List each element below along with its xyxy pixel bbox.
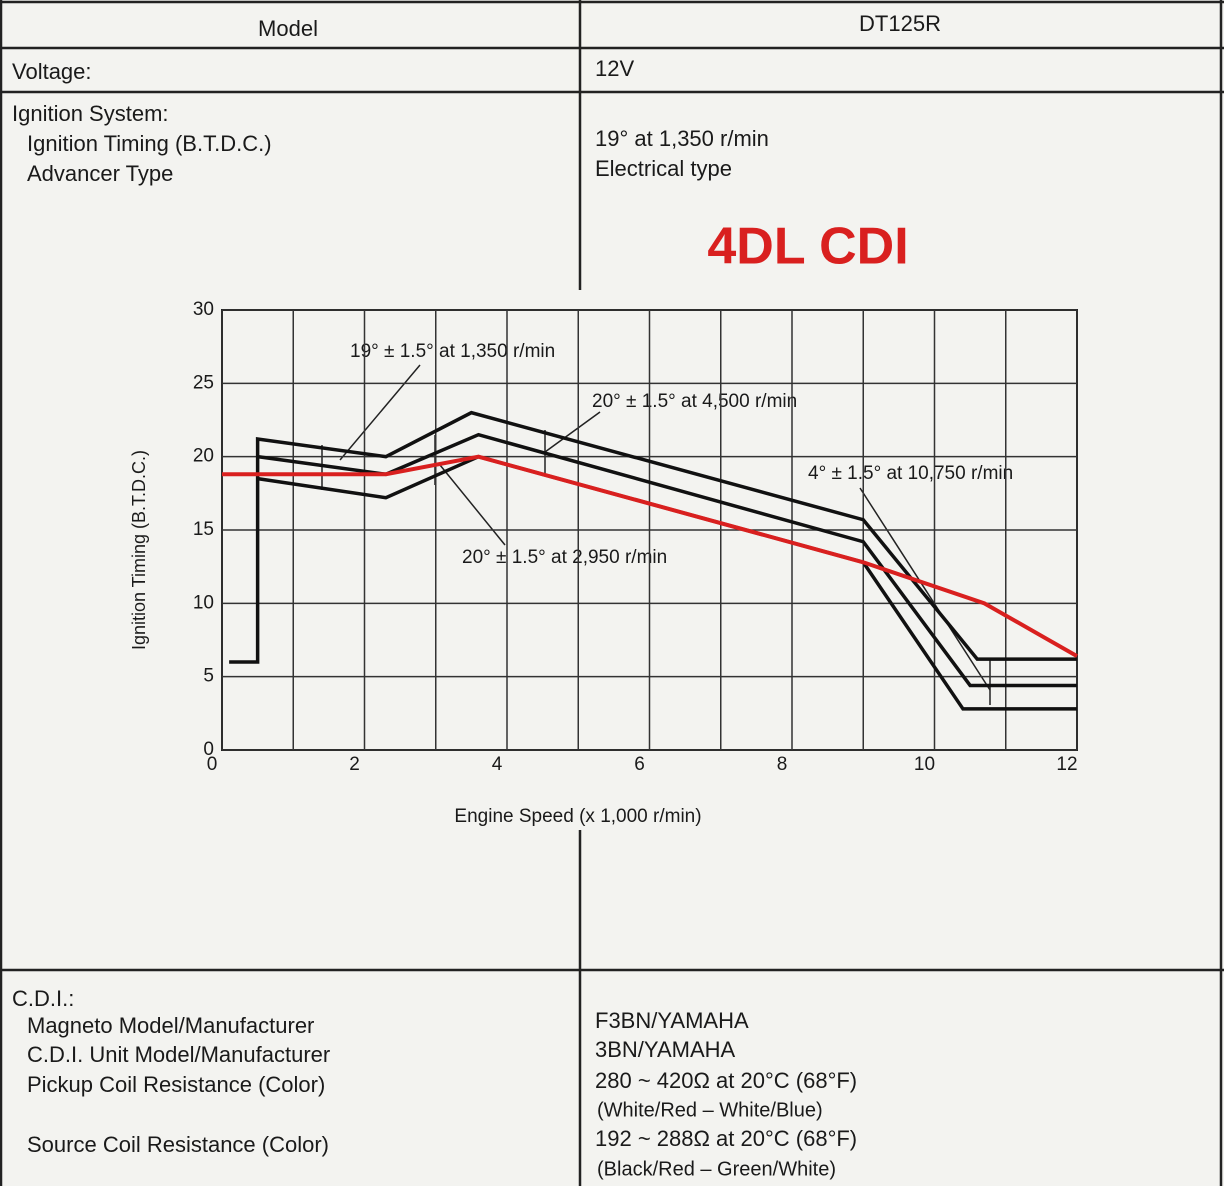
y-tick-label: 10 (193, 592, 214, 613)
series-line (257, 454, 1077, 711)
x-tick-label: 0 (207, 754, 218, 775)
x-axis-label: Engine Speed (x 1,000 r/min) (454, 806, 701, 827)
cell: 19° at 1,350 r/min (595, 126, 769, 151)
x-tick-label: 10 (914, 754, 935, 775)
leader (544, 411, 601, 453)
y-tick-label: 20 (193, 446, 214, 467)
cell: Electrical type (595, 156, 732, 181)
y-tick-label: 30 (193, 299, 214, 320)
x-tick-label: 6 (634, 754, 645, 775)
annotation: 20° ± 1.5° at 4,500 r/min (592, 391, 797, 412)
y-tick-label: 25 (193, 372, 214, 393)
series-line (229, 410, 1077, 664)
x-tick-label: 8 (777, 754, 788, 775)
cell: DT125R (859, 11, 941, 36)
cell: 280 ~ 420Ω at 20°C (68°F) (595, 1068, 857, 1093)
series-label: 4DL CDI (707, 218, 908, 276)
cell: Advancer Type (27, 161, 173, 186)
cell: 192 ~ 288Ω at 20°C (68°F) (595, 1126, 857, 1151)
leader (339, 364, 421, 461)
leader (439, 464, 506, 546)
cell: (Black/Red – Green/White) (597, 1158, 836, 1180)
y-tick-label: 15 (193, 519, 214, 540)
cell: F3BN/YAMAHA (595, 1008, 749, 1033)
cell: C.D.I. Unit Model/Manufacturer (27, 1042, 330, 1067)
x-tick-label: 4 (492, 754, 503, 775)
leader (859, 487, 991, 691)
cell: (White/Red – White/Blue) (597, 1099, 823, 1121)
annotation: 4° ± 1.5° at 10,750 r/min (808, 463, 1013, 484)
plot: 0 5 10 15 20 25 30 0 2 4 6 8 10 12 (193, 299, 1078, 775)
cell: 12V (595, 56, 634, 81)
annotation: 19° ± 1.5° at 1,350 r/min (350, 341, 555, 362)
cell: Source Coil Resistance (Color) (27, 1132, 329, 1157)
cell: Magneto Model/Manufacturer (27, 1013, 314, 1038)
y-tick-label: 5 (203, 666, 214, 687)
cell: Model (258, 16, 318, 41)
annotation: 20° ± 1.5° at 2,950 r/min (462, 547, 667, 568)
cell: Ignition System: (12, 101, 169, 126)
series-line (257, 432, 1077, 688)
cell: Ignition Timing (B.T.D.C.) (27, 131, 272, 156)
x-tick-label: 2 (349, 754, 360, 775)
cell: Pickup Coil Resistance (Color) (27, 1072, 325, 1097)
series-line (222, 454, 1078, 658)
cell: 3BN/YAMAHA (595, 1037, 736, 1062)
cell: Voltage: (12, 59, 92, 84)
x-tick-label: 12 (1056, 754, 1077, 775)
y-tick-label: 0 (203, 739, 214, 760)
y-axis-label: Ignition Timing (B.T.D.C.) (129, 450, 149, 650)
leaders (321, 364, 991, 705)
cell: C.D.I.: (12, 986, 74, 1011)
